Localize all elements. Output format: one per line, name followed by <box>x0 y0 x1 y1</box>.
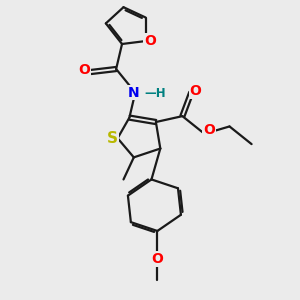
Text: —H: —H <box>145 87 166 100</box>
Text: N: N <box>128 85 140 100</box>
Text: O: O <box>144 34 156 48</box>
Text: O: O <box>203 123 215 137</box>
Text: O: O <box>152 252 163 266</box>
Text: O: O <box>79 64 91 77</box>
Text: O: O <box>190 84 202 98</box>
Text: S: S <box>107 131 118 146</box>
